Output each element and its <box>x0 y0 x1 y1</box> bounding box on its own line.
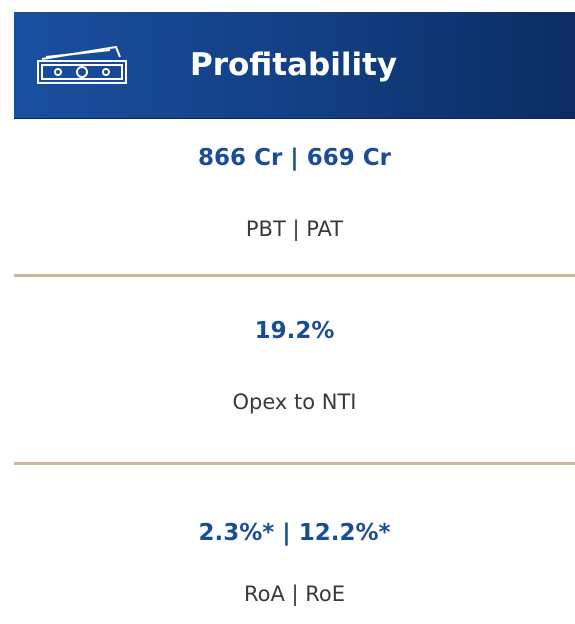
metric-label: RoA | RoE <box>243 582 346 606</box>
header: Profitability <box>14 12 575 119</box>
divider <box>14 274 575 277</box>
metric-label: Opex to NTI <box>232 390 357 414</box>
card: Profitability 866 Cr | 669 Cr PBT | PAT … <box>14 12 575 624</box>
metric-value: 866 Cr | 669 Cr <box>198 145 391 171</box>
money-icon <box>37 45 127 84</box>
metric-label: PBT | PAT <box>245 217 344 241</box>
header-title: Profitability <box>190 47 398 83</box>
divider <box>14 462 575 465</box>
metric-value: 2.3%* | 12.2%* <box>198 520 391 546</box>
metric-value: 19.2% <box>254 318 335 344</box>
